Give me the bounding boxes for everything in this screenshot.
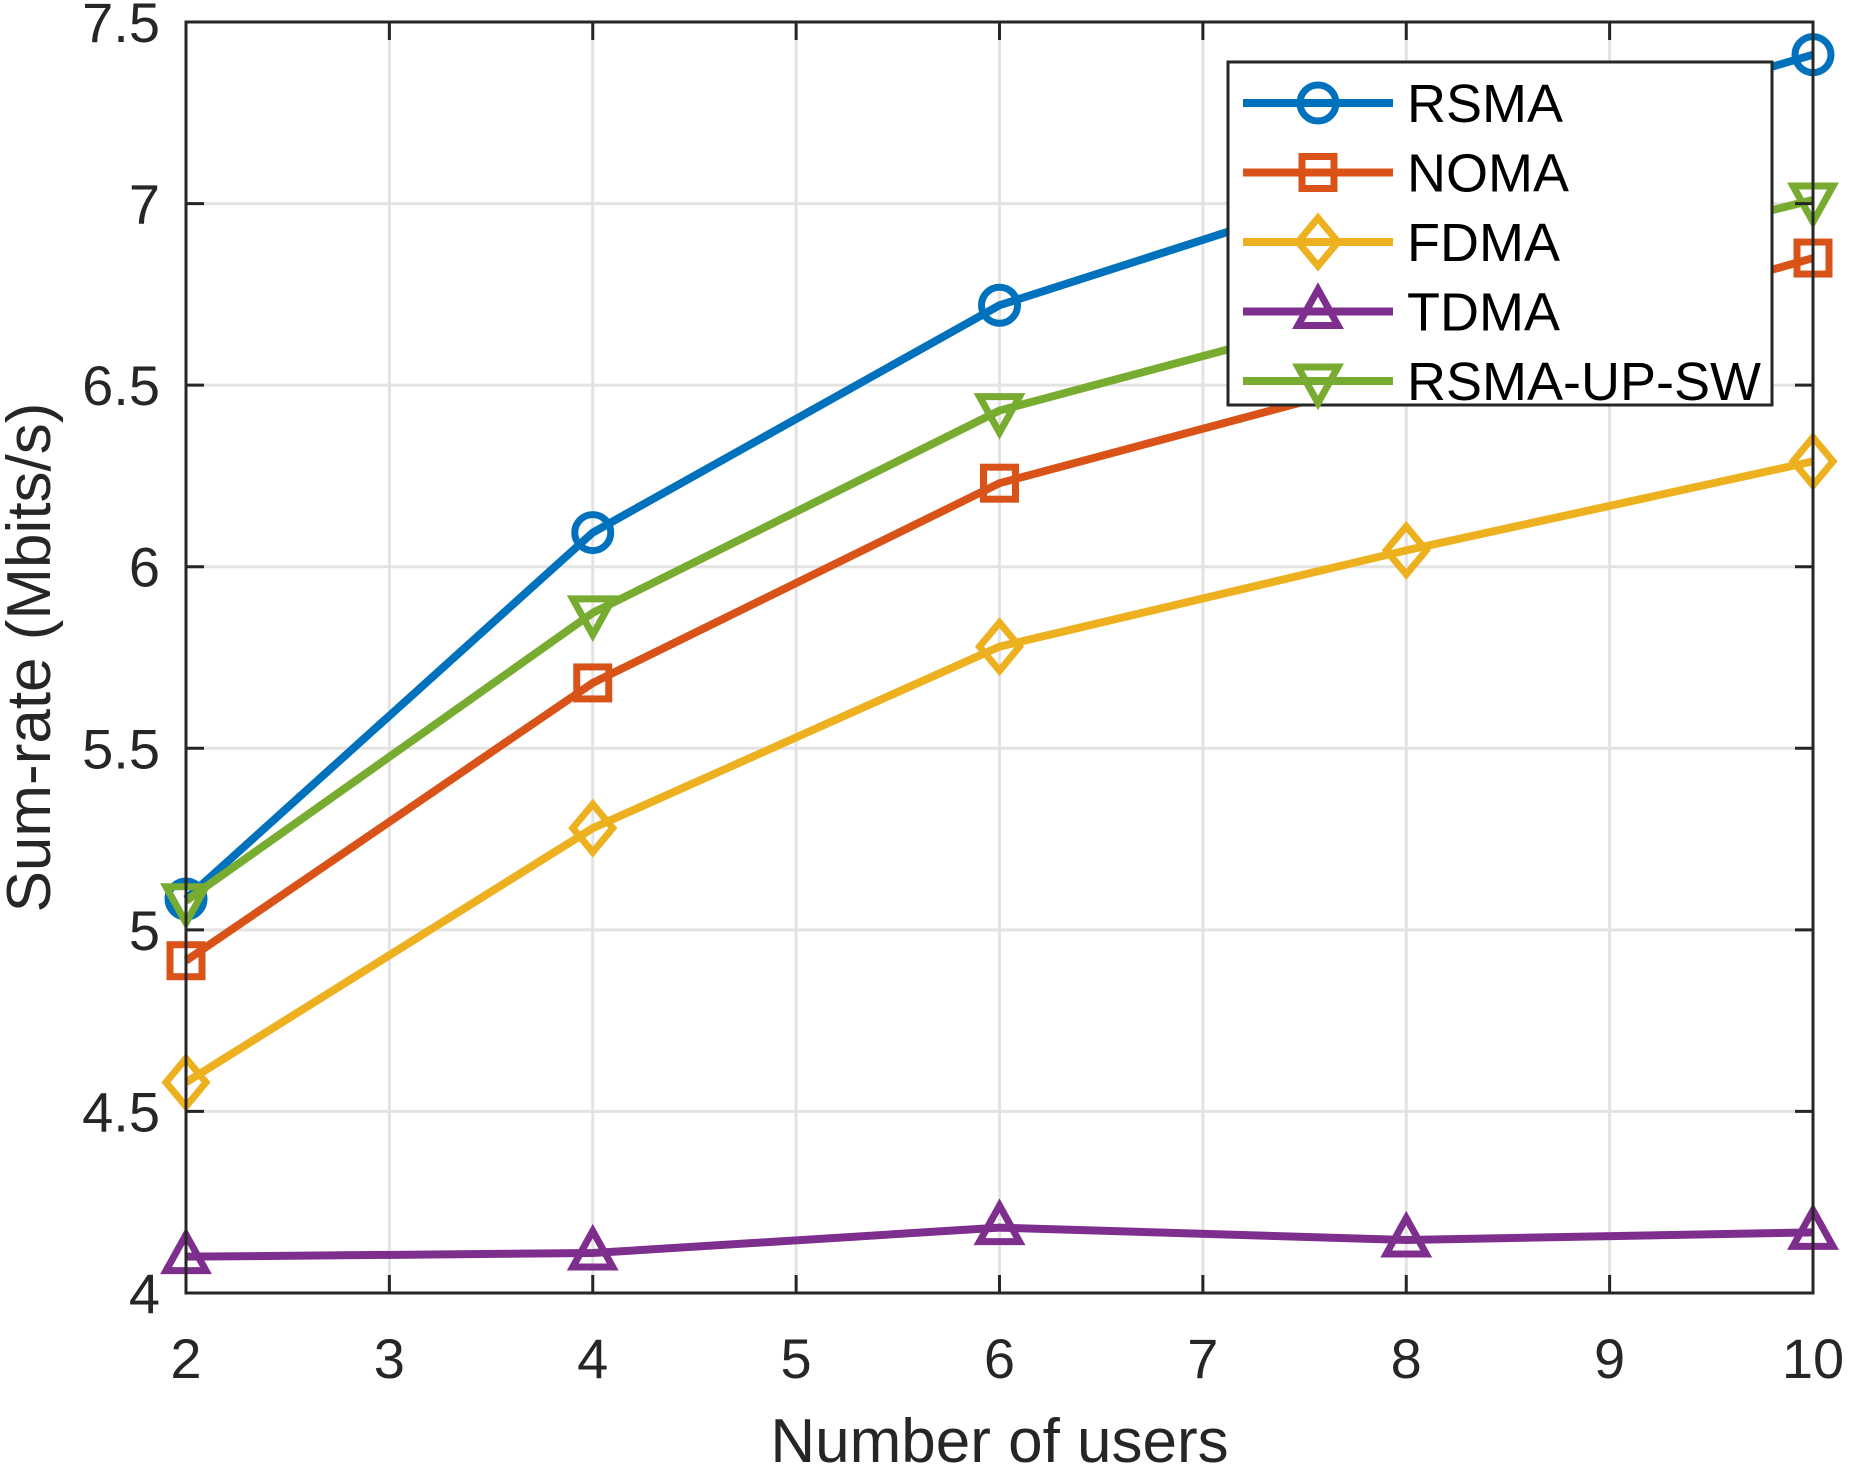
y-axis-label: Sum-rate (Mbits/s)	[0, 403, 64, 913]
y-tick-label: 5	[129, 899, 160, 962]
x-tick-label: 6	[984, 1327, 1015, 1390]
y-tick-label: 4	[129, 1262, 160, 1325]
legend-marker-triangle-up	[1292, 282, 1344, 329]
legend-label: NOMA	[1407, 144, 1569, 204]
data-point-circle	[571, 511, 615, 555]
data-point-triangle-down	[973, 393, 1026, 440]
data-point-triangle-up	[973, 1198, 1026, 1246]
series-layer	[160, 33, 1839, 1275]
data-point-diamond	[1381, 520, 1431, 580]
y-tick-label: 7	[129, 173, 160, 236]
x-tick-label: 5	[781, 1327, 812, 1390]
x-tick-label: 3	[374, 1327, 405, 1390]
data-point-circle	[978, 283, 1021, 327]
y-tick-label: 6.5	[82, 354, 160, 417]
y-tick-label: 6	[129, 536, 160, 599]
data-point-triangle-up	[1380, 1210, 1433, 1258]
legend-item: RSMA-UP-SW	[1243, 352, 1761, 412]
data-point-diamond	[974, 617, 1025, 677]
legend-item: NOMA	[1243, 144, 1569, 204]
legend-marker-circle	[1296, 81, 1340, 125]
x-tick-label: 7	[1187, 1327, 1218, 1390]
x-tick-label: 4	[577, 1327, 608, 1390]
data-point-square	[980, 463, 1019, 503]
legend-label: RSMA-UP-SW	[1407, 352, 1761, 412]
data-point-triangle-down	[566, 595, 619, 643]
x-axis-label: Number of users	[770, 1407, 1228, 1467]
ticks	[184, 20, 1815, 1295]
legend-marker-diamond	[1293, 212, 1343, 272]
tick-labels: 2 3 4 5 6 7 8 9 10 4 4.5 5 5.5 6 6.5 7 7.5	[82, 0, 1844, 1390]
legend-label: FDMA	[1407, 213, 1560, 273]
data-point-diamond	[568, 798, 618, 858]
x-tick-label: 10	[1782, 1327, 1844, 1390]
legend: RSMA NOMA FDMA TDMA RSMA-UP-SW	[1226, 60, 1774, 412]
data-point-square	[573, 663, 613, 703]
legend-marker-square	[1298, 153, 1338, 192]
legend-label: RSMA	[1407, 74, 1563, 134]
legend-label: TDMA	[1407, 283, 1560, 343]
y-tick-label: 5.5	[82, 717, 160, 780]
x-tick-label: 2	[170, 1327, 201, 1390]
y-tick-label: 7.5	[82, 0, 160, 54]
series-fdma	[161, 431, 1838, 1112]
series-line	[185, 1223, 1814, 1261]
series-line	[183, 457, 1814, 1086]
legend-item: FDMA	[1243, 212, 1560, 273]
legend-marker-triangle-down	[1292, 363, 1344, 411]
y-tick-label: 4.5	[82, 1080, 160, 1143]
x-tick-label: 8	[1391, 1327, 1422, 1390]
data-point-triangle-up	[566, 1223, 619, 1271]
x-tick-label: 9	[1594, 1327, 1625, 1390]
legend-item: RSMA	[1243, 74, 1563, 134]
legend-item: TDMA	[1243, 282, 1560, 343]
